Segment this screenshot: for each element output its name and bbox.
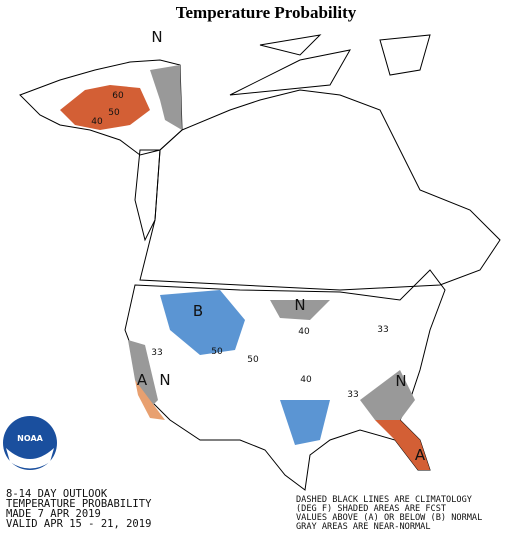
region-label: B (193, 302, 203, 320)
title: Temperature Probability (176, 3, 357, 22)
near-normal-west (128, 340, 158, 410)
alaska-strong (60, 85, 150, 130)
region-label: N (294, 296, 305, 314)
below-south (280, 400, 330, 445)
bc-coast (134, 149, 161, 242)
region-label: N (151, 28, 162, 46)
above-west (135, 380, 165, 420)
legend-line: VALUES ABOVE (A) OR BELOW (B) NORMAL (296, 513, 482, 523)
contour-label: 33 (347, 390, 358, 400)
contour-label: 40 (298, 327, 310, 337)
below-strong (160, 290, 245, 355)
outlook-line: TEMPERATURE PROBABILITY (6, 498, 152, 510)
legend-line: GRAY AREAS ARE NEAR-NORMAL (296, 522, 431, 532)
contour-label: 40 (91, 117, 103, 127)
map (19, 34, 501, 491)
legend-text: DASHED BLACK LINES ARE CLIMATOLOGY(DEG F… (296, 495, 482, 532)
contour-label: 40 (300, 375, 312, 385)
contour-label: 50 (108, 108, 120, 118)
logo-wave (6, 448, 54, 469)
alaska-normal (150, 65, 182, 130)
contour-label: 50 (211, 347, 223, 357)
region-label: N (159, 371, 170, 389)
legend-line: DASHED BLACK LINES ARE CLIMATOLOGY (296, 495, 473, 505)
contour-label: 33 (377, 325, 388, 335)
contour-label: 33 (151, 348, 162, 358)
near-normal-north (270, 300, 330, 320)
canada (139, 89, 501, 291)
outlook-line: 8-14 DAY OUTLOOK (6, 488, 108, 500)
region-label: A (137, 371, 148, 389)
region-label: N (395, 372, 406, 390)
noaa-logo: NOAA (3, 416, 57, 470)
logo-text: NOAA (17, 434, 43, 443)
outlook-line: MADE 7 APR 2019 (6, 508, 101, 520)
outlook-line: VALID APR 15 - 21, 2019 (6, 518, 151, 530)
contour-label: 60 (112, 91, 124, 101)
contour-label: 50 (247, 355, 259, 365)
above-southeast (375, 420, 430, 470)
near-normal-southeast (360, 370, 415, 420)
legend-line: (DEG F) SHADED AREAS ARE FCST (296, 504, 446, 514)
arctic-islands (229, 34, 431, 96)
region-label: A (415, 446, 426, 464)
